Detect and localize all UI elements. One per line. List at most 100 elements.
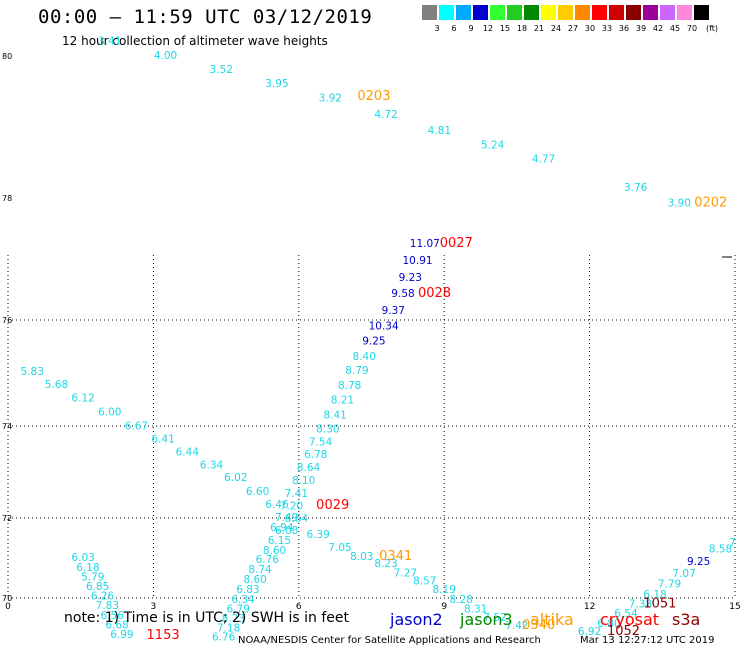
color-scale-unit: (ft) xyxy=(705,24,719,33)
swh-value-label: 8.40 xyxy=(353,351,376,363)
swh-value-label: 8.21 xyxy=(331,395,354,407)
swh-value-label: 5.79 xyxy=(81,571,104,583)
swh-value-label: 7.05 xyxy=(328,542,351,554)
color-scale-label: 36 xyxy=(618,24,630,33)
swh-value-label: 10.91 xyxy=(403,255,433,267)
swh-value-label: 7.20 xyxy=(280,501,303,513)
swh-value-label: 6.03 xyxy=(71,552,94,564)
swh-value-label: 6.76 xyxy=(212,631,236,643)
swh-value-label: 6.78 xyxy=(304,449,327,461)
swh-value-label: 7.42 xyxy=(505,620,528,632)
swh-value-label: 6.34 xyxy=(200,459,224,471)
swh-value-label: 6.80 xyxy=(597,618,620,630)
legend-altika: altika xyxy=(530,610,574,629)
swh-value-label: 6.12 xyxy=(71,393,94,405)
legend-jason2: jason2 xyxy=(390,610,443,629)
y-tick-label: 80 xyxy=(2,52,12,61)
swh-value-label: 5.83 xyxy=(21,366,44,378)
swh-value-label: 6.02 xyxy=(224,472,247,484)
swh-value-label: 8.19 xyxy=(433,584,456,596)
time-label: 1052 xyxy=(607,624,640,639)
swh-value-label: 9.25 xyxy=(687,556,710,568)
color-scale-label: 33 xyxy=(601,24,613,33)
color-scale-swatch xyxy=(626,5,641,20)
swh-value-label: 3.90 xyxy=(668,198,691,210)
swh-value-label: 6.46 xyxy=(265,499,289,511)
swh-value-label: 6.39 xyxy=(306,529,329,541)
swh-value-label: 6.00 xyxy=(98,406,121,418)
footer-credit: NOAA/NESDIS Center for Satellite Applica… xyxy=(238,635,541,646)
color-scale-label: 30 xyxy=(584,24,596,33)
color-scale-swatch xyxy=(422,5,437,20)
swh-value-label: 8.78 xyxy=(338,380,361,392)
color-scale-swatch xyxy=(609,5,624,20)
swh-value-label: 8.28 xyxy=(449,594,472,606)
footer-timestamp: Mar 13 12:27:12 UTC 2019 xyxy=(580,635,715,646)
color-scale-label: 45 xyxy=(669,24,681,33)
time-label: 0202 xyxy=(694,196,727,211)
swh-value-label: 8.57 xyxy=(413,575,436,587)
swh-value-label: 9.25 xyxy=(362,335,385,347)
x-tick-label: 0 xyxy=(5,602,11,612)
legend-jason3: jason3 xyxy=(460,610,513,629)
y-tick-label: 72 xyxy=(2,514,12,523)
time-label: 1153 xyxy=(147,628,180,643)
swh-value-label: 6.85 xyxy=(86,581,109,593)
swh-value-label: 6.56 xyxy=(101,610,125,622)
x-tick-label: 12 xyxy=(584,602,595,612)
swh-value-label: 8.60 xyxy=(243,574,266,586)
color-scale-label: 9 xyxy=(468,24,474,33)
x-tick-label: 6 xyxy=(296,602,302,612)
color-scale-swatch xyxy=(660,5,675,20)
swh-value-label: 8.10 xyxy=(292,475,315,487)
swh-value-label: 6.76 xyxy=(256,554,280,566)
swh-value-label: 4.77 xyxy=(532,154,555,166)
swh-value-label: 7.27 xyxy=(394,567,417,579)
color-scale-swatch xyxy=(524,5,539,20)
legend-cryosat: cryosat xyxy=(600,610,660,629)
swh-value-label: 3.92 xyxy=(319,92,342,104)
swh-value-label: 9.23 xyxy=(399,272,422,284)
time-label: 0029 xyxy=(316,498,349,513)
x-tick-label: 9 xyxy=(441,602,447,612)
color-scale-label: 42 xyxy=(652,24,664,33)
color-scale-swatch xyxy=(490,5,505,20)
color-scale-label: 15 xyxy=(499,24,511,33)
swh-value-label: 6.64 xyxy=(285,513,309,525)
color-scale-swatch xyxy=(592,5,607,20)
time-label: 0341 xyxy=(379,549,412,564)
note-text: note: 1) Time is in UTC; 2) SWH is in fe… xyxy=(64,610,350,626)
swh-value-label: 7.52 xyxy=(483,612,506,624)
swh-value-label: 3.95 xyxy=(265,78,288,90)
swh-value-label: 8.60 xyxy=(263,545,286,557)
chart-subtitle: 12 hour collection of altimeter wave hei… xyxy=(62,34,328,48)
swh-value-label: 8.58 xyxy=(709,543,732,555)
color-scale-label: 3 xyxy=(434,24,440,33)
time-label: 0203 xyxy=(357,89,390,104)
color-scale-label: 12 xyxy=(482,24,494,33)
swh-value-label: 7.83 xyxy=(96,600,119,612)
swh-value-label: 6.41 xyxy=(151,434,174,446)
color-scale-swatch xyxy=(507,5,522,20)
swh-value-label: 6.94 xyxy=(270,522,294,534)
swh-value-label: 8.64 xyxy=(297,462,321,474)
swh-value-label: 6.44 xyxy=(176,446,200,458)
swh-value-label: 8.41 xyxy=(323,410,346,422)
swh-value-label: 7.79 xyxy=(658,579,681,591)
swh-value-label: 11.07 xyxy=(410,238,440,250)
y-tick-label: 74 xyxy=(2,422,12,431)
x-tick-label: 15 xyxy=(729,602,740,612)
swh-value-label: 7.41 xyxy=(285,488,308,500)
swh-value-label: 8.23 xyxy=(222,613,245,625)
swh-value-label: 6.60 xyxy=(246,486,269,498)
y-tick-label: 70 xyxy=(2,594,12,603)
swh-value-label: 8.23 xyxy=(374,558,397,570)
swh-value-label: 6.68 xyxy=(105,619,128,631)
swh-value-label: 6.99 xyxy=(110,629,133,641)
color-scale-label: 6 xyxy=(451,24,457,33)
swh-value-label: 8.03 xyxy=(350,551,373,563)
swh-value-label: 8.79 xyxy=(345,365,368,377)
swh-value-label: 6.18 xyxy=(76,562,99,574)
